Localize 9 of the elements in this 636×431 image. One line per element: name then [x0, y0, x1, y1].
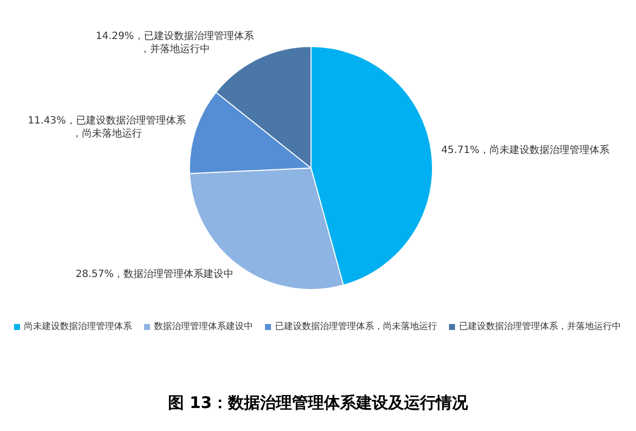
data-label: 11.43%，已建设数据治理管理体系，尚未落地运行 — [28, 114, 186, 140]
text: 图 13：数据治理管理体系建设及运行情况 — [167, 393, 469, 414]
legend-label: 数据治理管理体系建设中 — [154, 320, 253, 334]
legend-label: 已建设数据治理管理体系，尚未落地运行 — [275, 320, 437, 334]
data-label: 14.29%，已建设数据治理管理体系，并落地运行中 — [96, 30, 254, 56]
data-label: 28.57%，数据治理管理体系建设中 — [76, 268, 234, 280]
data-label: 45.71%，尚未建设数据治理管理体系 — [441, 144, 610, 156]
legend-label: 尚未建设数据治理管理体系 — [24, 320, 132, 334]
legend-label: 已建设数据治理管理体系，并落地运行中 — [459, 320, 621, 334]
